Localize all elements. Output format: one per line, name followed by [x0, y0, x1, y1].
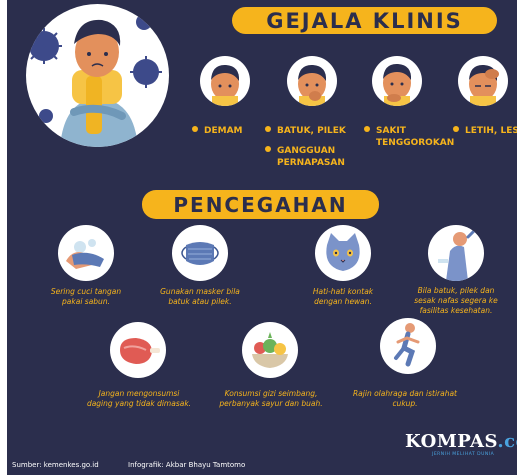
vegetables-icon	[242, 322, 298, 378]
bullet-icon	[265, 146, 271, 152]
runner-icon	[380, 318, 436, 374]
sick-person-icon	[26, 14, 162, 147]
fever-icon	[200, 56, 250, 106]
prevention-text-4: Bila batuk, pilek dan sesak nafas segera …	[414, 286, 498, 315]
sore-throat-icon	[372, 56, 422, 106]
prevention-text-7: Rajin olahraga dan istirahat cukup.	[352, 389, 458, 408]
cat-icon	[315, 225, 371, 281]
prevention-text-6: Konsumsi gizi seimbang, perbanyak sayur d…	[219, 389, 323, 408]
prevention-title: PENCEGAHAN	[142, 190, 379, 219]
prevention-text-5: Jangan mengonsumsi daging yang tidak dima…	[86, 389, 192, 408]
meat-icon	[110, 322, 166, 378]
symptom-cough: BATUK, PILEK	[265, 125, 346, 137]
bullet-icon	[192, 126, 198, 132]
kompas-logo[interactable]: KOMPAS.com	[405, 431, 517, 452]
hand-washing-icon	[58, 225, 114, 281]
fatigue-icon	[458, 56, 508, 106]
cough-icon	[287, 56, 337, 106]
symptom-breathing: GANGGUAN PERNAPASAN	[265, 145, 345, 169]
symptom-fatigue: LETIH, LESU	[453, 125, 517, 137]
clinical-symptoms-title: GEJALA KLINIS	[232, 7, 497, 34]
prevention-text-3: Hati-hati kontak dengan hewan.	[312, 287, 374, 306]
sick-person-illustration	[26, 4, 169, 147]
symptom-fever: DEMAM	[192, 125, 243, 137]
hospital-icon	[428, 225, 484, 281]
source-text: Sumber: kemenkes.go.id	[12, 461, 99, 469]
prevention-text-2: Gunakan masker bila batuk atau pilek.	[160, 287, 240, 306]
symptom-sore-throat: SAKIT TENGGOROKAN	[364, 125, 454, 149]
bullet-icon	[265, 126, 271, 132]
credit-text: Infografik: Akbar Bhayu Tamtomo	[128, 461, 246, 469]
footer-bar	[7, 453, 517, 475]
bullet-icon	[453, 126, 459, 132]
bullet-icon	[364, 126, 370, 132]
logo-tagline: JERNIH MELIHAT DUNIA	[432, 452, 495, 457]
face-mask-icon	[172, 225, 228, 281]
prevention-text-1: Sering cuci tangan pakai sabun.	[50, 287, 122, 306]
